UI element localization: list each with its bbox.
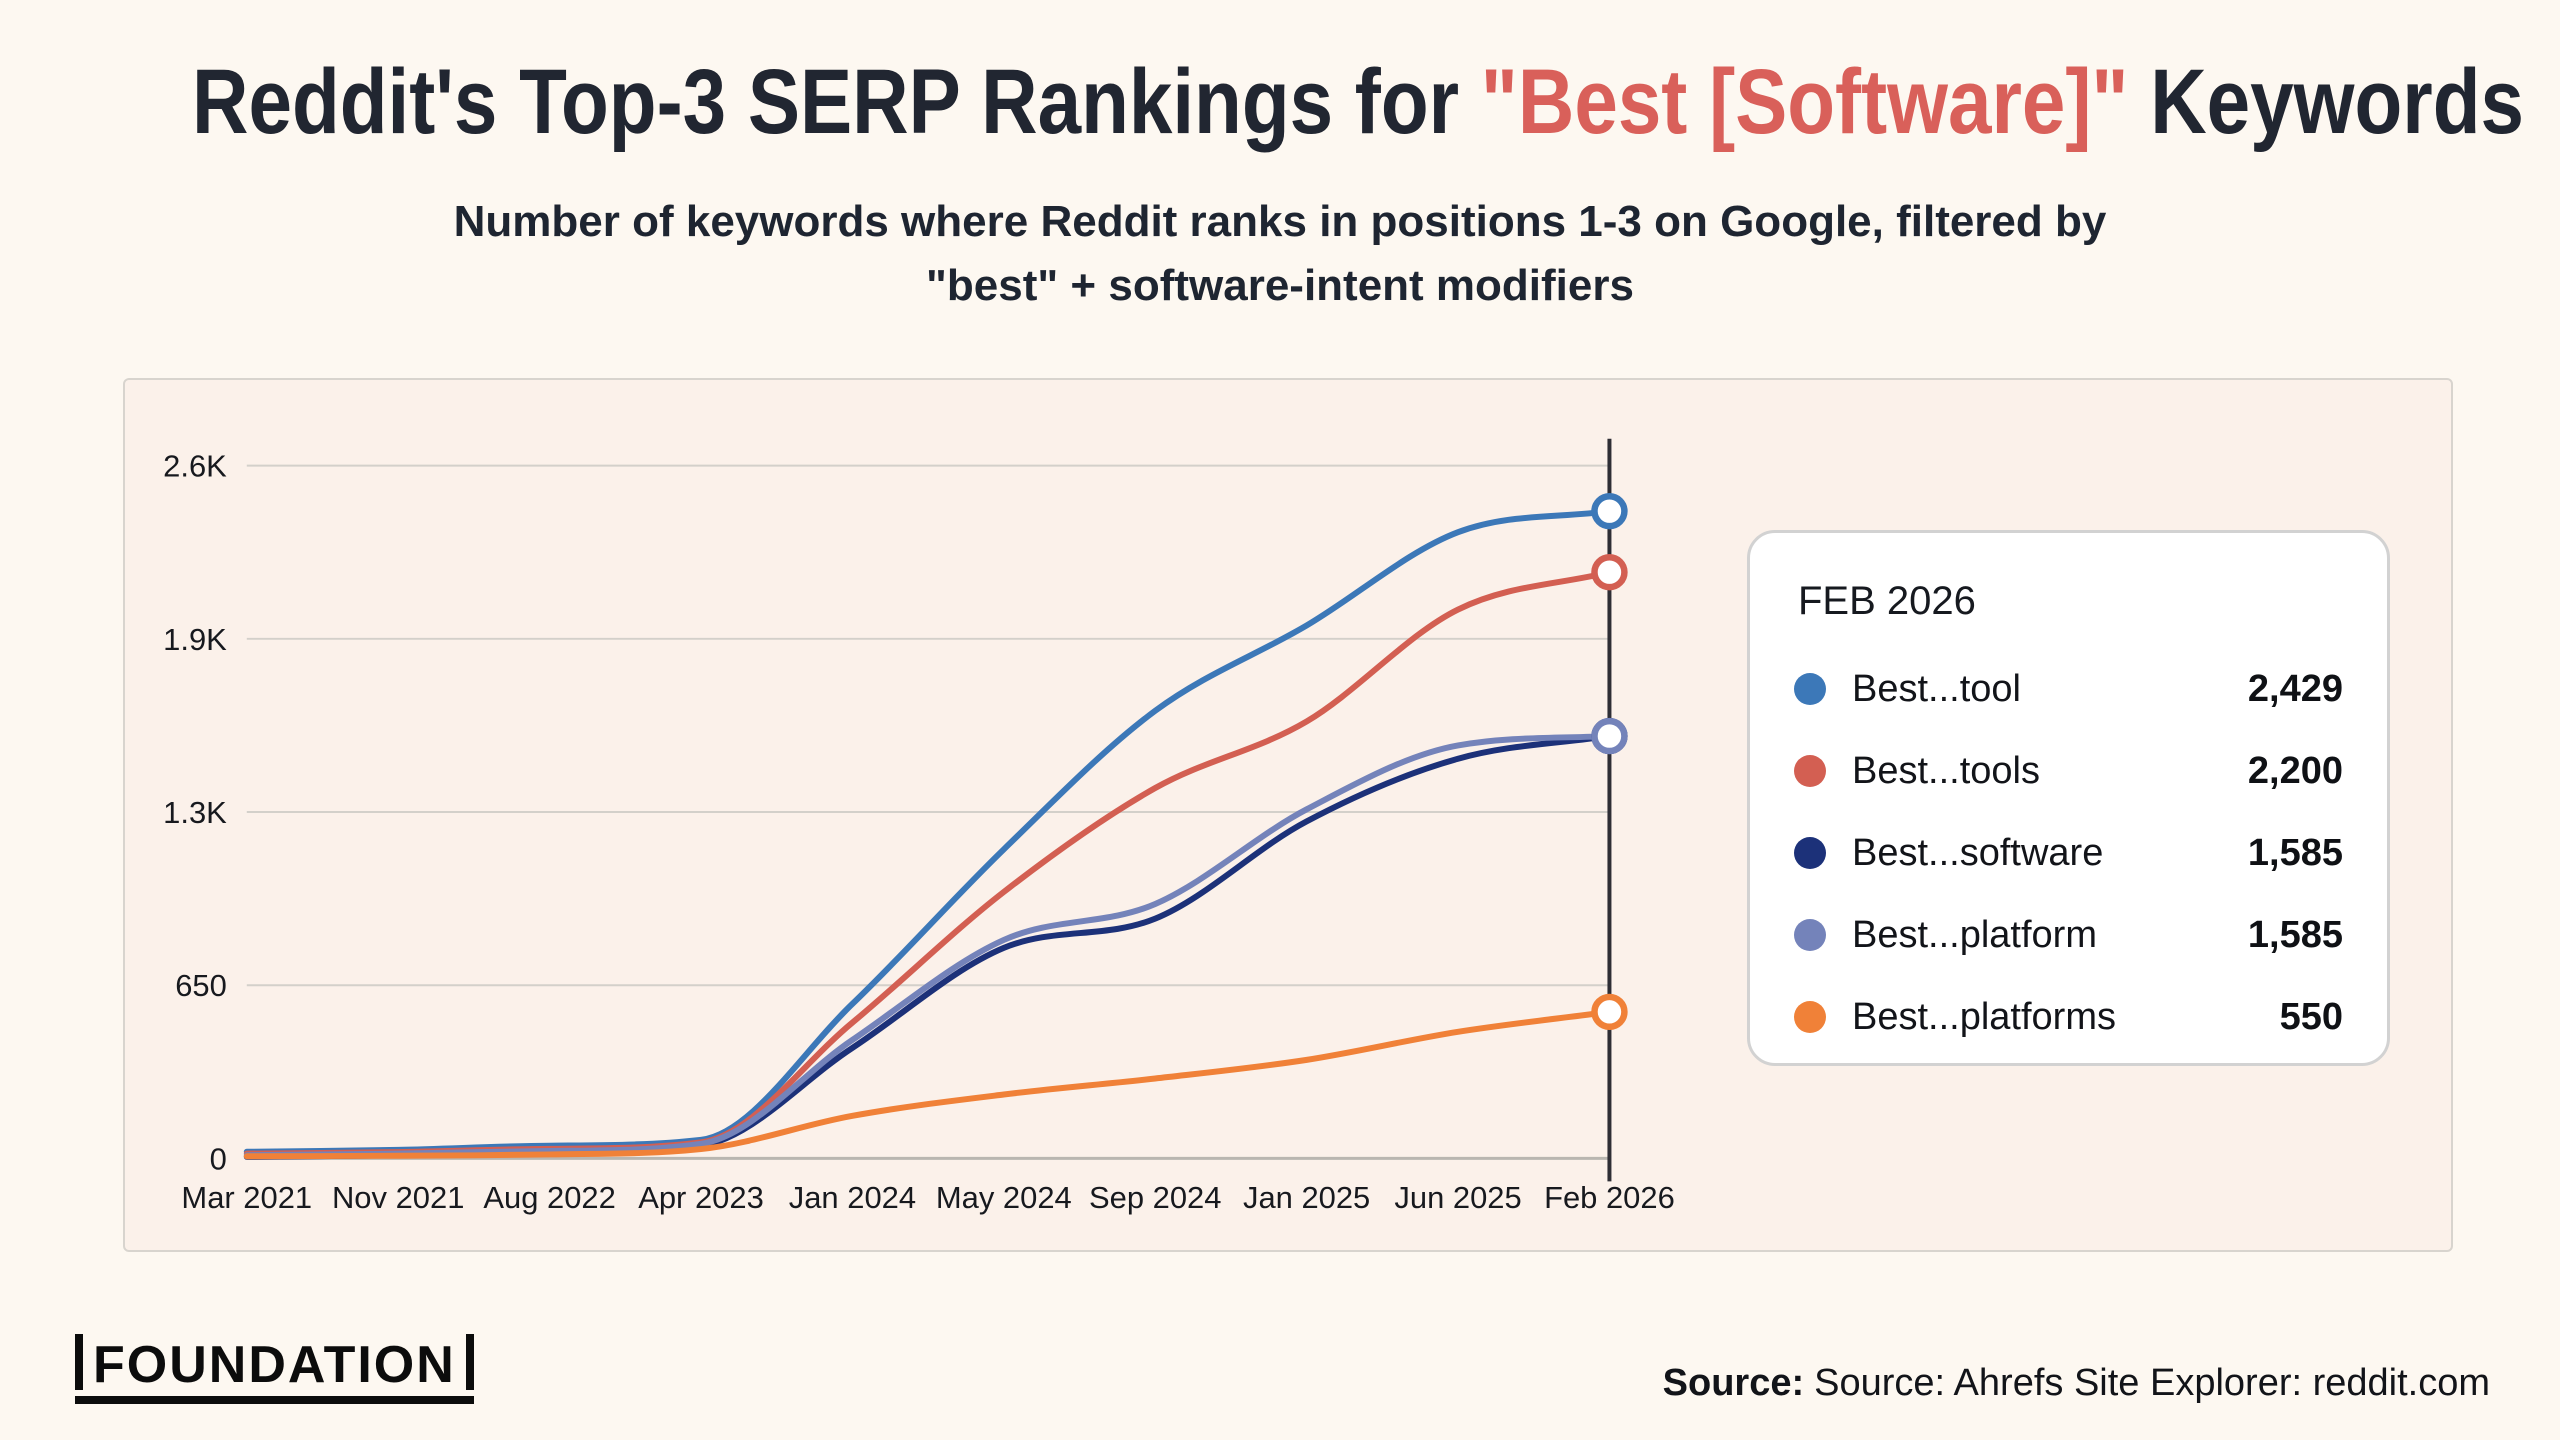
foundation-logo: FOUNDATION (75, 1334, 474, 1404)
series-line (243, 733, 1613, 1160)
y-tick-label: 0 (210, 1141, 227, 1176)
legend-item: Best...tool 2,429 (1794, 648, 2343, 730)
logo-left-bracket (75, 1334, 83, 1390)
legend-item-label: Best...tools (1852, 749, 2040, 792)
legend-item-label: Best...tool (1852, 667, 2021, 710)
source-note: Source: Source: Ahrefs Site Explorer: red… (1663, 1362, 2490, 1405)
x-tick-label: Jun 2025 (1394, 1180, 1521, 1215)
series-line (243, 733, 1613, 1159)
legend-item-label: Best...platforms (1852, 995, 2116, 1038)
legend-rows: Best...tool 2,429 Best...tools 2,200 Best...… (1794, 648, 2343, 1058)
chart-canvas: 0 650 1.3K 1.9K 2.6K Mar 2021 Nov 2021 Aug 2022… (163, 438, 1675, 1215)
y-tick-label: 1.9K (163, 622, 227, 657)
series-line (243, 569, 1613, 1157)
source-label: Source: (1662, 1362, 1805, 1404)
title-prefix: Reddit's Top-3 SERP Rankings for (192, 51, 1481, 153)
legend-card: FEB 2026 Best...tool 2,429 Best...tools 2,2… (1747, 530, 2390, 1066)
legend-item-value: 550 (2279, 995, 2343, 1038)
legend-dot-icon (1794, 919, 1826, 951)
legend-item-label: Best...platform (1852, 913, 2097, 956)
legend-item: Best...tools 2,200 (1794, 730, 2343, 812)
x-tick-label: Apr 2023 (638, 1180, 764, 1215)
x-tick-label: Mar 2021 (181, 1180, 312, 1215)
end-marker (1591, 554, 1628, 591)
x-tick-label: Nov 2021 (332, 1180, 464, 1215)
end-marker (1591, 993, 1628, 1031)
end-marker (1591, 717, 1628, 755)
legend-item-value: 2,200 (2247, 749, 2343, 792)
source-text: Source: Ahrefs Site Explorer: reddit.com (1814, 1362, 2490, 1404)
legend-dot-icon (1794, 837, 1826, 869)
legend-dot-icon (1794, 1001, 1826, 1033)
legend-item: Best...software 1,585 (1794, 812, 2343, 894)
x-tick-label: May 2024 (936, 1180, 1072, 1215)
x-tick-label: Feb 2026 (1544, 1180, 1675, 1215)
series-line (243, 1008, 1613, 1160)
title-highlight: "Best [Software]" (1480, 51, 2129, 153)
legend-item-value: 2,429 (2247, 667, 2343, 710)
x-tick-label: Jan 2025 (1243, 1180, 1370, 1215)
legend-dot-icon (1794, 755, 1826, 787)
y-tick-label: 1.3K (163, 795, 227, 830)
chart-panel: 0 650 1.3K 1.9K 2.6K Mar 2021 Nov 2021 Aug 2022… (123, 378, 2453, 1252)
end-marker (1591, 493, 1628, 530)
subtitle-line-1: Number of keywords where Reddit ranks in… (453, 197, 2107, 246)
legend-item-value: 1,585 (2247, 913, 2343, 956)
y-tick-label: 650 (175, 968, 227, 1003)
logo-text: FOUNDATION (93, 1336, 456, 1394)
page-title: Reddit's Top-3 SERP Rankings for "Best [… (192, 50, 2524, 155)
chart-subtitle: Number of keywords where Reddit ranks in… (0, 190, 2560, 318)
legend-item-label: Best...software (1852, 831, 2104, 874)
x-tick-label: Jan 2024 (789, 1180, 916, 1215)
logo-right-bracket (465, 1334, 474, 1390)
legend-item: Best...platform 1,585 (1794, 894, 2343, 976)
legend-dot-icon (1794, 673, 1826, 705)
legend-title: FEB 2026 (1798, 579, 1976, 623)
y-tick-label: 2.6K (163, 449, 227, 484)
x-tick-label: Aug 2022 (483, 1180, 615, 1215)
title-suffix: Keywords (2128, 51, 2524, 153)
legend-item-value: 1,585 (2247, 831, 2343, 874)
legend-item: Best...platforms 550 (1794, 976, 2343, 1058)
subtitle-line-2: "best" + software-intent modifiers (926, 261, 1634, 310)
x-tick-label: Sep 2024 (1089, 1180, 1221, 1215)
series-line (243, 508, 1613, 1155)
